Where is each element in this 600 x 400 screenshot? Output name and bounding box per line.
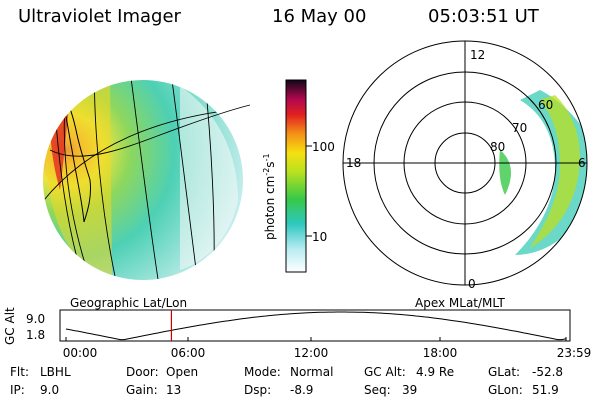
dsp-label: Dsp: (244, 383, 272, 397)
altitude-xtick-1: 06:00 (170, 346, 206, 360)
glon-label: GLon: (488, 383, 523, 397)
altitude-ymin: 1.8 (26, 328, 46, 342)
gcalt-label: GC Alt: (364, 365, 406, 379)
altitude-frame (59, 309, 571, 342)
geographic-panel-label: Geographic Lat/Lon (70, 296, 188, 310)
ip-value: 9.0 (40, 383, 60, 397)
mlt-label-12: 12 (470, 48, 486, 62)
gain-label: Gain: (126, 383, 158, 397)
instrument-title: Ultraviolet Imager (18, 6, 181, 27)
gain-value: 13 (166, 383, 182, 397)
date-label: 16 May 00 (272, 6, 367, 27)
glat-value: -52.8 (532, 365, 564, 379)
altitude-ylabel: GC Alt (3, 307, 17, 345)
mlt-label-6: 6 (578, 156, 586, 170)
altitude-xtick-0: 00:00 (62, 346, 98, 360)
mlt-label-18: 18 (346, 156, 362, 170)
seq-value: 39 (402, 383, 418, 397)
colorbar-unit-label: photon cm-2s-1 (262, 153, 277, 240)
time-label: 05:03:51 UT (428, 6, 539, 27)
lat-label-60: 60 (538, 98, 554, 112)
color-bar (285, 79, 307, 273)
altitude-ymax: 9.0 (26, 312, 46, 326)
ip-label: IP: (10, 383, 25, 397)
glat-label: GLat: (488, 365, 521, 379)
mlt-label-0: 0 (468, 277, 476, 291)
door-value: Open (166, 365, 199, 379)
filter-value: LBHL (40, 365, 71, 379)
altitude-xtick-3: 18:00 (422, 346, 458, 360)
auroral-image-geographic (43, 80, 251, 280)
dsp-value: -8.9 (290, 383, 314, 397)
mode-label: Mode: (244, 365, 281, 379)
polar-plot (342, 40, 588, 286)
altitude-xtick-4: 23:59 (556, 346, 592, 360)
altitude-curve (65, 311, 567, 341)
glon-value: 51.9 (532, 383, 559, 397)
gcalt-value: 4.9 Re (416, 365, 455, 379)
lat-label-80: 80 (490, 140, 506, 154)
altitude-xtick-2: 12:00 (293, 346, 329, 360)
mode-value: Normal (290, 365, 334, 379)
seq-label: Seq: (364, 383, 391, 397)
apex-panel-label: Apex MLat/MLT (415, 296, 505, 310)
colorbar-tick-10: 10 (312, 230, 328, 244)
door-label: Door: (126, 365, 159, 379)
filter-label: Flt: (10, 365, 29, 379)
colorbar-tick-100: 100 (312, 140, 335, 154)
lat-label-70: 70 (512, 121, 528, 135)
altitude-plot (59, 309, 571, 342)
